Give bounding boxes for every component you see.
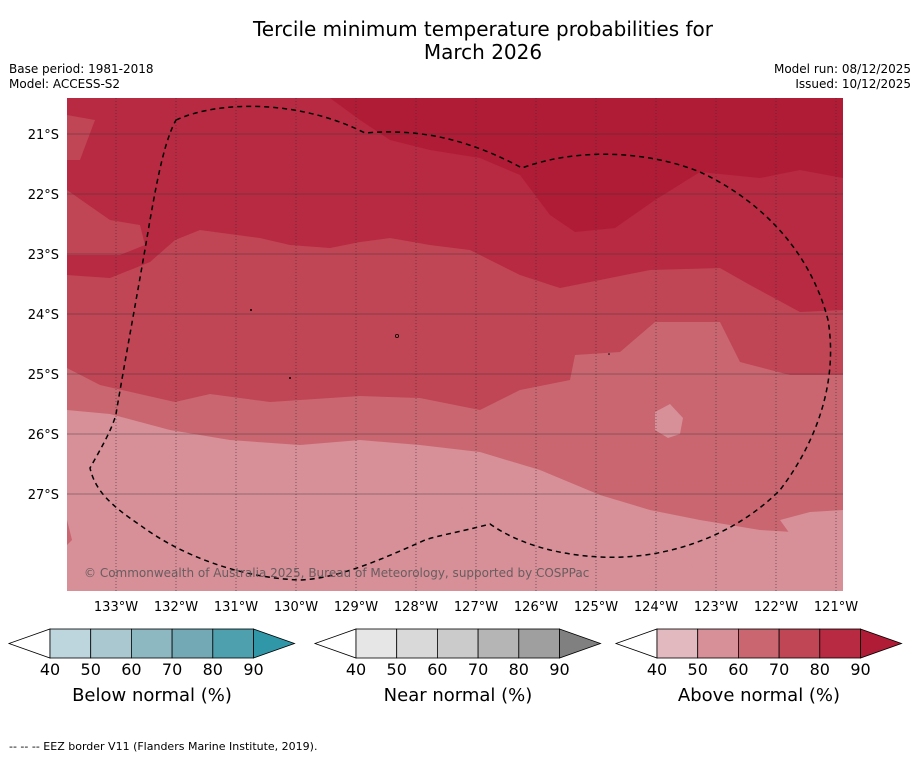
legend-below: 40 50 60 70 80 90 bbox=[7, 628, 296, 679]
field-patch-south-east-light bbox=[780, 510, 843, 560]
island-dot-3 bbox=[394, 333, 399, 338]
legend-swatch bbox=[130, 628, 173, 659]
legend-swatch bbox=[355, 628, 398, 659]
legend-swatch bbox=[518, 628, 560, 659]
model-name: Model: ACCESS-S2 bbox=[9, 77, 121, 91]
lat-label: 24°S bbox=[28, 308, 59, 323]
legend-tick: 40 bbox=[647, 660, 667, 679]
field-patch-60-north bbox=[67, 190, 145, 255]
legend-swatch bbox=[477, 628, 520, 659]
lat-labels: 21°S 22°S 23°S 24°S 25°S 26°S 27°S bbox=[28, 128, 59, 503]
lon-label: 133°W bbox=[94, 600, 138, 615]
legend-tick: 90 bbox=[549, 660, 569, 679]
legend-tick: 50 bbox=[688, 660, 708, 679]
lon-label: 122°W bbox=[754, 600, 798, 615]
legend-tick: 90 bbox=[243, 660, 263, 679]
lon-label: 125°W bbox=[574, 600, 618, 615]
legend-swatch bbox=[778, 628, 821, 659]
legend-tick: 70 bbox=[468, 660, 488, 679]
lon-labels: 133°W 132°W 131°W 130°W 129°W 128°W 127°W 126°W… bbox=[94, 600, 858, 615]
legend-near-title: Near normal (%) bbox=[383, 685, 533, 706]
lat-label: 25°S bbox=[28, 368, 59, 383]
legend-tick: 60 bbox=[728, 660, 748, 679]
issued-date: Issued: 10/12/2025 bbox=[795, 77, 911, 91]
islands bbox=[250, 309, 610, 379]
legend-left-arrow bbox=[313, 628, 357, 659]
lon-label: 127°W bbox=[454, 600, 498, 615]
lon-label: 123°W bbox=[694, 600, 738, 615]
field-patch-east-light bbox=[655, 404, 683, 438]
model-run: Model run: 08/12/2025 bbox=[773, 62, 911, 76]
lat-label: 23°S bbox=[28, 248, 59, 263]
title-line-2: March 2026 bbox=[423, 40, 543, 64]
legend-tick: 60 bbox=[121, 660, 141, 679]
legend-tick: 80 bbox=[203, 660, 223, 679]
legend-tick: 40 bbox=[40, 660, 60, 679]
field-band-90 bbox=[330, 98, 843, 232]
legend-tick: 80 bbox=[810, 660, 830, 679]
meta-left: Base period: 1981-2018 Model: ACCESS-S2 bbox=[9, 62, 154, 92]
legend-tick: 50 bbox=[387, 660, 407, 679]
lon-label: 130°W bbox=[274, 600, 318, 615]
legend-right-arrow bbox=[253, 628, 296, 659]
legend-tick: 50 bbox=[81, 660, 101, 679]
legend-swatch bbox=[738, 628, 780, 659]
map-title: Tercile minimum temperature probabilitie… bbox=[0, 18, 919, 64]
island-dot-1 bbox=[250, 309, 252, 311]
legend-swatch bbox=[656, 628, 699, 659]
legend-above: 40 50 60 70 80 90 bbox=[614, 628, 903, 679]
field-patch-southwest bbox=[67, 520, 72, 545]
probability-field bbox=[67, 98, 843, 591]
legend-swatch bbox=[90, 628, 132, 659]
legend-group: 40 50 60 70 80 90 40 50 60 70 80 90 40 50 60 70 80 90 bbox=[7, 628, 903, 679]
legend-above-title: Above normal (%) bbox=[677, 685, 841, 706]
meta-right: Model run: 08/12/2025 Issued: 10/12/2025 bbox=[774, 62, 911, 92]
lon-label: 126°W bbox=[514, 600, 558, 615]
legend-tick: 70 bbox=[162, 660, 182, 679]
legend-tick: 90 bbox=[850, 660, 870, 679]
lon-label: 124°W bbox=[634, 600, 678, 615]
lon-label: 132°W bbox=[154, 600, 198, 615]
field-patch-west bbox=[67, 98, 95, 160]
legend-swatch bbox=[436, 628, 479, 659]
lon-label: 131°W bbox=[214, 600, 258, 615]
copyright-text: © Commonwealth of Australia 2025, Bureau… bbox=[84, 566, 589, 580]
lat-label: 22°S bbox=[28, 188, 59, 203]
legend-below-title: Below normal (%) bbox=[72, 685, 232, 706]
legend-right-arrow bbox=[860, 628, 903, 659]
lat-label: 21°S bbox=[28, 128, 59, 143]
title-line-1: Tercile minimum temperature probabilitie… bbox=[252, 17, 714, 41]
legend-swatch bbox=[819, 628, 861, 659]
legend-swatch bbox=[697, 628, 739, 659]
legend-swatch bbox=[212, 628, 254, 659]
island-dot-2 bbox=[289, 377, 291, 379]
field-patch-south-light bbox=[240, 460, 700, 591]
lat-label: 26°S bbox=[28, 428, 59, 443]
grid-lines bbox=[67, 98, 843, 591]
legend-swatch bbox=[396, 628, 438, 659]
legend-tick: 60 bbox=[427, 660, 447, 679]
legend-right-arrow bbox=[559, 628, 602, 659]
footnote: -- -- -- EEZ border V11 (Flanders Marine… bbox=[9, 740, 318, 753]
legend-tick: 40 bbox=[346, 660, 366, 679]
legend-left-arrow bbox=[614, 628, 658, 659]
legend-swatch bbox=[49, 628, 92, 659]
legend-left-arrow bbox=[7, 628, 51, 659]
island-dot-4 bbox=[608, 353, 610, 355]
lon-label: 121°W bbox=[814, 600, 858, 615]
lat-label: 27°S bbox=[28, 488, 59, 503]
legend-tick: 80 bbox=[509, 660, 529, 679]
legend-tick: 70 bbox=[769, 660, 789, 679]
legend-near: 40 50 60 70 80 90 bbox=[313, 628, 602, 679]
lon-label: 129°W bbox=[334, 600, 378, 615]
lon-label: 128°W bbox=[394, 600, 438, 615]
base-period: Base period: 1981-2018 bbox=[9, 62, 154, 76]
legend-swatch bbox=[171, 628, 214, 659]
